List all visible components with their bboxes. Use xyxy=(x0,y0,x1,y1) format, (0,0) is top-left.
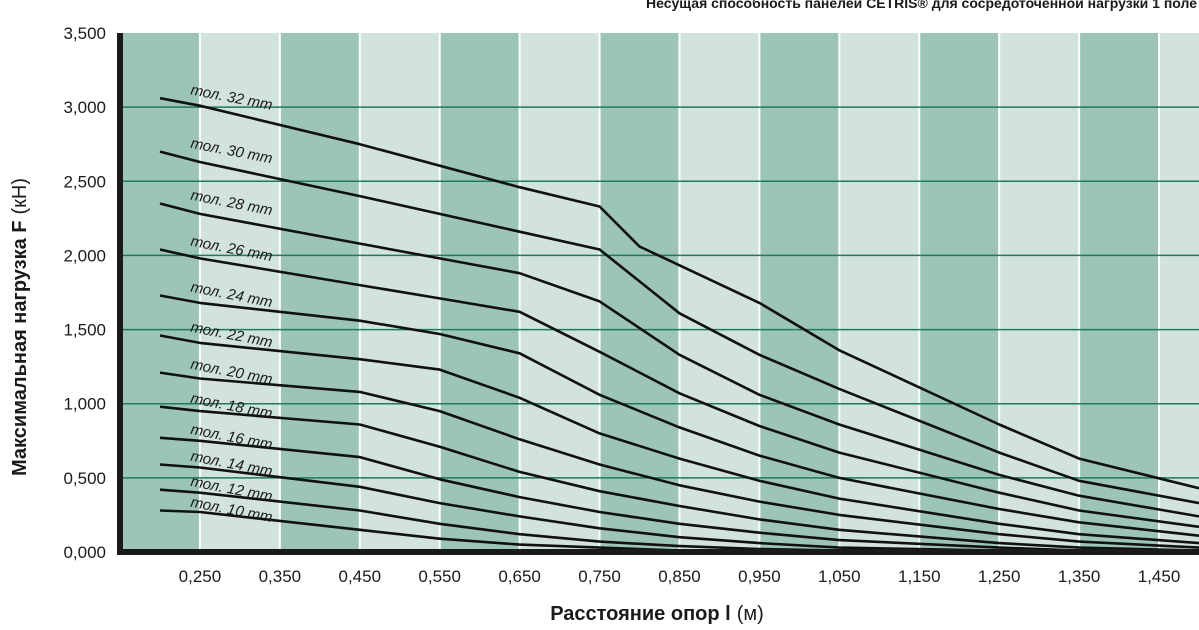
grid-lines xyxy=(120,33,1199,552)
series-line-2 xyxy=(159,150,1199,505)
y-tick-label: 3,500 xyxy=(63,24,106,43)
y-tick-label: 3,000 xyxy=(63,98,106,117)
y-tick-label: 1,500 xyxy=(63,321,106,340)
x-tick-label: 1,350 xyxy=(1058,567,1101,586)
y-axis-label-main: Максимальная нагрузка F xyxy=(9,221,31,476)
x-tick-label: 0,650 xyxy=(498,567,541,586)
y-tick-label: 1,000 xyxy=(63,395,106,414)
y-tick-label: 0,000 xyxy=(63,543,106,562)
x-tick-label: 0,550 xyxy=(418,567,461,586)
plot-background xyxy=(120,33,1199,552)
chart-title: Несущая способность панелей CETRIS® для … xyxy=(646,0,1197,11)
y-tick-label: 0,500 xyxy=(63,469,106,488)
series-line-3 xyxy=(159,202,1199,518)
plot-band xyxy=(279,33,360,552)
x-tick-label: 1,450 xyxy=(1138,567,1181,586)
y-tick-labels: 0,000 0,500 1,000 1,500 2,000 2,500 3,000 3,500 xyxy=(63,24,106,562)
plot-band xyxy=(439,33,520,552)
series-line-9 xyxy=(159,436,1199,554)
x-tick-label: 1,250 xyxy=(978,567,1021,586)
y-axis-label-unit: (кН) xyxy=(9,178,31,215)
x-tick-label: 0,850 xyxy=(658,567,701,586)
series-line-8 xyxy=(159,405,1199,552)
series-line-4 xyxy=(159,248,1199,529)
series-line-6 xyxy=(159,334,1199,545)
x-axis-label-main: Расстояние опор l xyxy=(550,603,731,625)
x-tick-label: 0,450 xyxy=(339,567,382,586)
x-tick-label: 0,750 xyxy=(578,567,621,586)
series-line-7 xyxy=(159,371,1199,549)
axes xyxy=(117,33,1199,555)
plot-band xyxy=(919,33,1000,552)
x-axis-label: Расстояние опор l (м) xyxy=(550,603,764,625)
series-line-5 xyxy=(159,294,1199,537)
plot-band xyxy=(1079,33,1160,552)
plot-band xyxy=(599,33,680,552)
x-tick-label: 1,150 xyxy=(898,567,941,586)
x-tick-label: 0,250 xyxy=(179,567,222,586)
series-line-1 xyxy=(159,96,1199,490)
y-tick-label: 2,000 xyxy=(63,246,106,265)
x-tick-label: 1,050 xyxy=(818,567,861,586)
x-tick-label: 0,350 xyxy=(259,567,302,586)
x-tick-labels: 0,250 0,350 0,450 0,550 0,650 0,750 0,850 0,950… xyxy=(179,567,1181,586)
plot-band xyxy=(120,33,200,552)
x-tick-label: 0,950 xyxy=(738,567,781,586)
x-axis-label-unit: (м) xyxy=(737,603,764,625)
y-axis-label: Максимальная нагрузка F (кН) xyxy=(9,178,31,476)
y-tick-label: 2,500 xyxy=(63,172,106,191)
